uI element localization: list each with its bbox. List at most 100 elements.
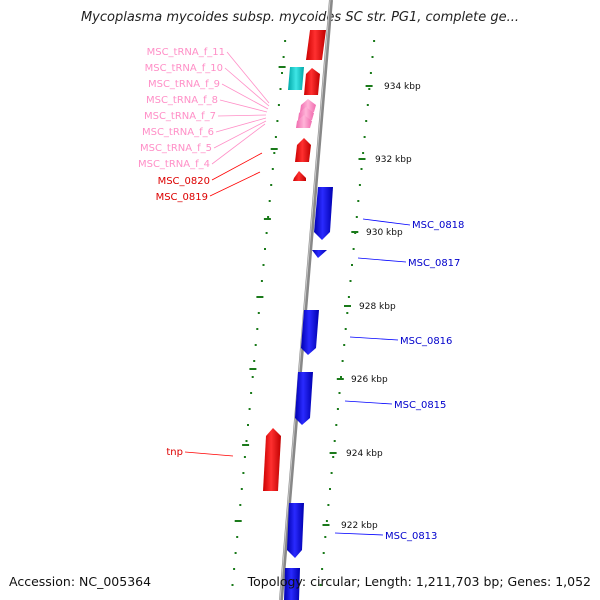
tick-dot [277,104,280,106]
gene-feature-msc-0819[interactable] [293,171,306,181]
tick-dot [282,56,285,58]
tick-dot [366,104,369,106]
gene-label[interactable]: MSC_tRNA_f_8 [146,95,218,106]
gene-feature-tnp[interactable] [263,428,281,491]
tick-dot [362,152,365,154]
tick-dot [243,456,246,458]
tick-dot [329,488,331,490]
tick-major [322,524,330,526]
tick-dot [267,216,270,218]
tick-dot [352,248,355,250]
gene-label[interactable]: MSC_tRNA_f_5 [140,143,212,154]
tick-dot [332,456,335,458]
tick-major [270,148,278,150]
gene-label[interactable]: MSC_tRNA_f_6 [142,127,214,138]
tick-dot [341,360,344,362]
tick-dot [265,232,268,234]
tick-dot [336,408,339,410]
tick-dot [365,120,368,122]
tick-dot [274,136,277,138]
gene-feature-red-small[interactable] [304,68,320,95]
tick-major [256,296,264,298]
scale-label: 928 kbp [359,302,396,312]
right-leader-lines [334,218,411,536]
gene-label[interactable]: MSC_0820 [158,176,210,187]
gene-feature-msc-0821[interactable] [306,30,326,60]
tick-dot [254,344,257,346]
gene-label[interactable]: MSC_tRNA_f_9 [148,79,220,90]
tick-dot [333,440,336,442]
scale-label: 932 kbp [375,155,412,165]
tick-dot [373,40,376,42]
gene-feature-msc-0815[interactable] [295,372,313,425]
gene-feature-msc-0818[interactable] [314,187,333,240]
tick-dot [330,472,333,474]
tick-dot [247,424,249,426]
tick-dot [340,376,342,378]
scale-labels: 934 kbp 932 kbp 930 kbp 928 kbp 926 kbp … [341,82,421,531]
tick-dot [322,552,325,554]
tick-dot [325,520,328,522]
gene-label[interactable]: MSC_0815 [394,400,446,411]
tick-dot [250,392,253,394]
tick-dot [240,488,243,490]
gene-label[interactable]: MSC_0817 [408,258,460,269]
gene-label[interactable]: MSC_0818 [412,220,464,231]
tick-dot [262,264,265,266]
tick-dot [271,168,274,170]
tick-dot [284,40,287,42]
gene-feature-msc-0813[interactable] [287,503,304,558]
tick-marks [231,40,376,586]
tick-dot [270,184,273,186]
left-leader-lines [184,51,270,457]
tick-dot [279,88,282,90]
tick-dot [363,136,366,138]
rrna-feature[interactable] [288,67,304,90]
tick-major [329,452,337,454]
tick-dot [242,472,245,474]
tick-major [278,66,286,68]
tick-major [336,378,344,380]
tick-dot [321,568,324,570]
tick-dot [338,392,341,394]
gene-label[interactable]: MSC_tRNA_f_10 [145,63,223,74]
tick-dot [347,296,350,298]
tick-dot [346,312,349,314]
gene-label[interactable]: MSC_tRNA_f_4 [138,159,210,170]
tick-major [249,368,257,370]
tick-dot [239,504,242,506]
tick-dot [281,72,283,74]
tick-dot [357,200,360,202]
tick-dot [268,200,271,202]
tick-dot [264,248,266,250]
tick-major [358,158,366,160]
trna-feature[interactable] [296,115,312,128]
scale-label: 926 kbp [351,375,388,385]
gene-label[interactable]: MSC_tRNA_f_11 [147,47,225,58]
gene-label[interactable]: MSC_tRNA_f_7 [144,111,216,122]
gene-label[interactable]: tnp [166,447,183,458]
tick-dot [358,184,361,186]
tick-dot [276,120,279,122]
topology-label: Topology: circular; Length: 1,211,703 bp… [247,574,591,589]
tick-dot [260,280,263,282]
gene-feature-msc-0820[interactable] [295,138,311,162]
gene-label[interactable]: MSC_0819 [156,192,208,203]
tick-dot [335,424,338,426]
tick-major [234,520,242,522]
gene-feature-msc-0812[interactable] [284,568,300,600]
gene-label[interactable]: MSC_0816 [400,336,452,347]
tick-dot [349,280,352,282]
tick-dot [245,440,248,442]
gene-feature-msc-0816[interactable] [301,310,319,355]
gene-feature-msc-0817[interactable] [312,250,327,258]
gene-label[interactable]: MSC_0813 [385,531,437,542]
gene-features [263,30,333,600]
map-title: Mycoplasma mycoides subsp. mycoides SC s… [80,10,520,25]
tick-dot [369,72,372,74]
right-gene-labels: MSC_0818 MSC_0817 MSC_0816 MSC_0815 MSC_… [385,220,464,542]
tick-dot [371,56,374,58]
tick-dot [233,568,236,570]
tick-dot [251,376,254,378]
